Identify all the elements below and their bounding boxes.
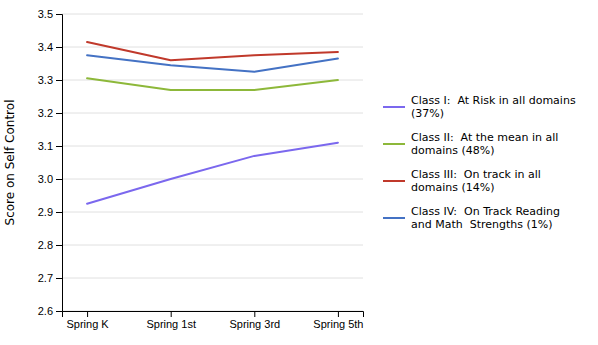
x-tick-mark [171,311,172,317]
y-tick-label: 3.2 [38,107,53,119]
grid-line [62,245,363,246]
y-tick: 3.0 [38,173,62,185]
y-tick-mark [56,311,62,312]
x-tick: Spring 1st [146,311,196,330]
y-tick: 3.3 [38,74,62,86]
y-tick: 2.9 [38,206,62,218]
y-tick-label: 3.4 [38,41,53,53]
legend-item: Class I: At Risk in all domains(37%) [383,94,576,120]
y-tick-label: 3.0 [38,173,53,185]
legend-swatch [383,143,405,145]
x-tick-label: Spring 1st [146,318,196,330]
y-axis-title: Score on Self Control [3,100,17,226]
x-tick-label: Spring K [66,318,109,330]
grid-line [62,14,363,15]
series-line [87,143,338,204]
y-tick-mark [56,278,62,279]
grid-line [62,179,363,180]
y-tick: 3.4 [38,41,62,53]
y-tick-mark [56,47,62,48]
x-tick-mark [338,311,339,317]
plot: Spring K Spring 1st Spring 3rd Spring 5th 2.… [3,8,364,330]
y-tick: 3.5 [38,8,62,20]
y-tick-mark [56,146,62,147]
x-tick-label: Spring 5th [313,318,363,330]
x-tick-label: Spring 3rd [229,318,280,330]
grid [62,14,363,311]
y-tick-label: 2.7 [38,272,53,284]
y-tick-label: 2.8 [38,239,53,251]
x-axis-line [63,312,364,318]
y-tick-label: 3.5 [38,8,53,20]
legend-item: Class II: At the mean in alldomains (48%… [383,131,558,157]
series-line [87,42,338,60]
grid-line [62,212,363,213]
series-line [87,78,338,90]
legend-item: Class III: On track in alldomains (14%) [383,168,541,194]
y-tick-mark [56,179,62,180]
series-line [87,55,338,72]
legend-swatch [383,217,405,219]
y-tick: 2.6 [38,305,62,317]
y-tick: 2.7 [38,272,62,284]
y-tick: 3.2 [38,107,62,119]
y-tick-label: 3.3 [38,74,53,86]
legend: Class I: At Risk in all domains(37%) Clas… [383,94,576,231]
y-tick-label: 3.1 [38,140,53,152]
x-axis: Spring K Spring 1st Spring 3rd Spring 5th [63,311,364,330]
legend-label: Class IV: On Track Readingand Math Stren… [411,205,560,231]
x-tick: Spring K [66,311,109,330]
y-axis-line [56,15,63,312]
y-tick-mark [56,80,62,81]
y-axis: 2.6 2.7 2.8 2.9 3.0 3.1 3.2 3.3 3.4 3.5 [38,8,63,317]
legend-swatch [383,106,405,108]
grid-line [62,278,363,279]
x-tick-mark [254,311,255,317]
y-tick: 3.1 [38,140,62,152]
legend-swatch [383,180,405,182]
x-tick: Spring 3rd [229,311,280,330]
legend-label: Class II: At the mean in alldomains (48%… [411,131,558,157]
y-tick-mark [56,212,62,213]
legend-label: Class III: On track in alldomains (14%) [411,168,541,194]
y-tick-label: 2.9 [38,206,53,218]
legend-label: Class I: At Risk in all domains(37%) [411,94,576,120]
y-tick-mark [56,14,62,15]
x-tick: Spring 5th [313,311,363,330]
x-tick-mark [87,311,88,317]
chart: Spring K Spring 1st Spring 3rd Spring 5th 2.… [0,0,598,345]
y-tick-label: 2.6 [38,305,53,317]
y-tick-mark [56,113,62,114]
legend-item: Class IV: On Track Readingand Math Stren… [383,205,560,231]
grid-line [62,113,363,114]
y-tick-mark [56,245,62,246]
y-tick: 2.8 [38,239,62,251]
lines [87,42,338,204]
